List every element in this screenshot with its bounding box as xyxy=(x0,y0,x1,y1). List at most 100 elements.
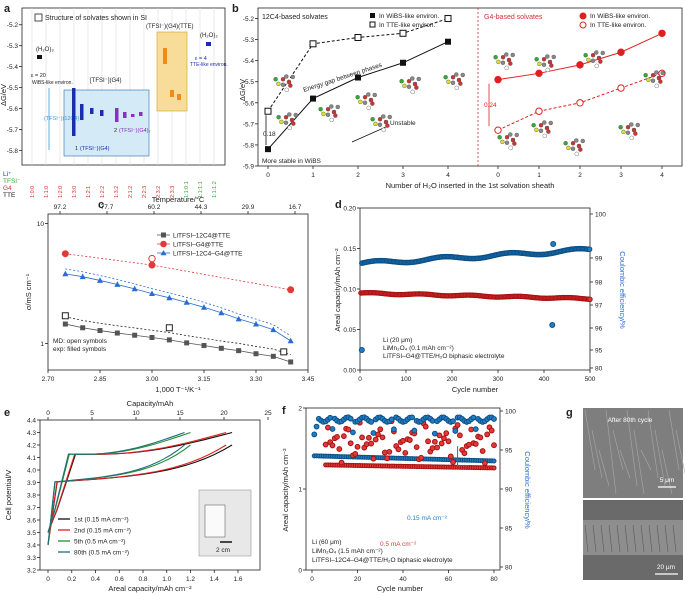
panel-a-bar-purple xyxy=(123,112,127,118)
panel-e-top-tick-label: 10 xyxy=(132,410,140,417)
panel-c-top-tick-label: 44.3 xyxy=(195,204,208,211)
panel-d-ytick-right-label: 98 xyxy=(595,280,603,287)
panel-a-ytick-label: -5.3 xyxy=(7,43,19,50)
panel-a-h2o2-mark xyxy=(206,42,211,46)
panel-f-note1: Li (60 μm) xyxy=(312,539,341,546)
panel-f-ylabel-left: Areal capacity/mAh cm⁻² xyxy=(281,448,290,532)
panel-a-bar-orange xyxy=(177,94,181,100)
panel-a-two: 2 xyxy=(114,128,117,134)
panel-g-sem-texture xyxy=(672,524,677,553)
panel-f-note2: LiMn₂O₄ (1.5 mAh cm⁻²) xyxy=(312,548,383,555)
panel-b-left-wibs-point xyxy=(355,74,361,81)
panel-d-ce-point xyxy=(586,246,593,253)
panel-a-xcat: 1:2:0 xyxy=(58,186,64,198)
panel-f-ce-point-red xyxy=(491,442,497,449)
panel-a-xcat: 1:3:2 xyxy=(114,186,120,198)
panel-f-ytick-left-label: 0 xyxy=(298,568,302,575)
panel-f-ce-point-red xyxy=(429,445,436,451)
panel-a-h2o2-label: (H₂O)₂ xyxy=(200,33,218,39)
panel-c-open-g4 xyxy=(148,254,156,263)
panel-b-left-tte-point xyxy=(444,15,452,23)
panel-b-xtick-label: 4 xyxy=(660,172,664,179)
panel-e-ytick-label: 3.5 xyxy=(27,530,36,537)
panel-f-ytick-right-label: 90 xyxy=(505,487,513,494)
panel-g-sem-texture xyxy=(616,524,621,553)
panel-d-ytick-left-label: 0.00 xyxy=(343,368,356,375)
panel-f-rate1: 0.15 mA cm⁻² xyxy=(407,515,448,522)
panel-c-xtick-label: 3.45 xyxy=(302,376,315,383)
panel-a-tfsi-label: TFSI⁻ xyxy=(3,178,21,185)
panel-b-right-wibs-point xyxy=(576,61,584,69)
panel-f-xlabel: Cycle number xyxy=(377,584,424,593)
panel-c-xtick-label: 2.70 xyxy=(42,376,55,383)
panel-f-ce-point-red xyxy=(413,444,420,451)
panel-f-ce-point-red xyxy=(379,434,386,441)
panel-e-legend-text: 5th (0.5 mA cm⁻²) xyxy=(74,539,125,546)
panel-c-ylabel: σ/mS cm⁻¹ xyxy=(24,273,33,310)
panel-e-ytick-label: 4.4 xyxy=(27,418,36,425)
panel-f-ce-point-red xyxy=(377,426,384,433)
panel-f-cap-point-blue xyxy=(491,458,497,464)
panel-f-ce-point-red xyxy=(370,455,377,462)
panel-e-inset-cell xyxy=(204,504,226,538)
panel-g-sem-texture xyxy=(647,409,659,479)
panel-e-xtick-label: 0.8 xyxy=(138,576,147,583)
panel-b-stable: More stable in WiBS xyxy=(262,158,322,165)
panel-f-ce-point-red xyxy=(454,422,461,428)
panel-b-right-wibs-point xyxy=(535,69,543,78)
panel-e-letter: e xyxy=(4,407,10,419)
panel-f-ce-point-blue xyxy=(409,414,416,421)
panel-f-ce-point-red xyxy=(395,446,402,453)
panel-f-ce-point-blue xyxy=(411,427,418,434)
panel-c-md-line-g4 xyxy=(65,253,291,291)
panel-f-ce-point-red xyxy=(488,427,495,434)
panel-b-ytick-label: -5.6 xyxy=(243,100,255,107)
panel-f-ce-point-red xyxy=(438,440,445,447)
panel-c-note1: MD: open symbols xyxy=(53,338,108,345)
panel-a-xcat: 2:3:2 xyxy=(156,186,162,198)
panel-b-molecule xyxy=(443,72,465,91)
panel-g-caption: After 80th cycle xyxy=(608,417,653,424)
panel-a-bar-purple xyxy=(131,114,135,117)
panel-e-xlabel: Areal capacity/mAh cm⁻² xyxy=(108,584,192,593)
panel-b-left-tte-point xyxy=(309,40,317,48)
panel-b-ytick-label: -5.9 xyxy=(243,164,255,171)
panel-c-frame xyxy=(47,213,309,371)
panel-e-ytick-label: 3.8 xyxy=(27,493,36,500)
panel-f-ce-point-red xyxy=(402,449,409,456)
panel-f-ce-point-blue xyxy=(329,426,336,432)
panel-e-top-tick-label: 0 xyxy=(46,410,50,417)
panel-b-left-wibs-point xyxy=(445,38,451,45)
panel-c-line-12c4 xyxy=(65,323,291,363)
panel-c-legend-text: LiTFSI–G4@TTE xyxy=(173,242,224,249)
panel-b-molecule xyxy=(563,138,585,157)
panel-a-bar-purple xyxy=(139,112,143,116)
panel-c-top-tick-label: 60.2 xyxy=(148,204,161,211)
panel-a-g4-label: G4 xyxy=(3,185,12,192)
panel-f-ce-point-red xyxy=(386,448,393,455)
panel-d-ylabel-right: Coulombic efficiency/% xyxy=(618,251,627,329)
panel-d-xtick-label: 100 xyxy=(401,376,412,383)
panel-f-ce-point-red xyxy=(425,438,431,445)
panel-f-ytick-right-label: 95 xyxy=(505,448,513,455)
panel-a-xcat: 1:2:1 xyxy=(86,186,92,198)
panel-b-ytick-label: -5.8 xyxy=(243,142,255,149)
panel-b-xtick-label: 2 xyxy=(356,172,360,179)
panel-f-ytick-right-label: 100 xyxy=(505,409,516,416)
panel-b-right-tte-point xyxy=(535,107,543,115)
panel-a-tfsi-g4-2: (TFSI⁻)(G4)₂ xyxy=(119,128,151,134)
panel-d-note3: LiTFSI–G4@TTE/H₂O biphasic electrolyte xyxy=(383,353,505,360)
panel-c-top-tick-label: 16.7 xyxy=(289,204,302,211)
panel-g-scale2: 20 μm xyxy=(657,564,675,571)
panel-c-xlabel: 1,000 T⁻¹/K⁻¹ xyxy=(155,385,201,394)
panel-d-xtick-label: 500 xyxy=(585,376,596,383)
panel-b-legend-tte-mark xyxy=(369,21,376,28)
panel-b-molecule xyxy=(531,120,553,139)
panel-a-h2o3-label: (H₂O)₃ xyxy=(36,47,54,53)
panel-a-xcat: 2:1:2 xyxy=(128,186,134,198)
panel-b-xtick-label: 0 xyxy=(266,172,270,179)
panel-e-ytick-label: 3.4 xyxy=(27,543,36,550)
panel-b-right-tte-point xyxy=(617,84,625,92)
panel-e-ytick-label: 3.7 xyxy=(27,505,36,512)
panel-b-right-wibs-point xyxy=(658,29,666,37)
